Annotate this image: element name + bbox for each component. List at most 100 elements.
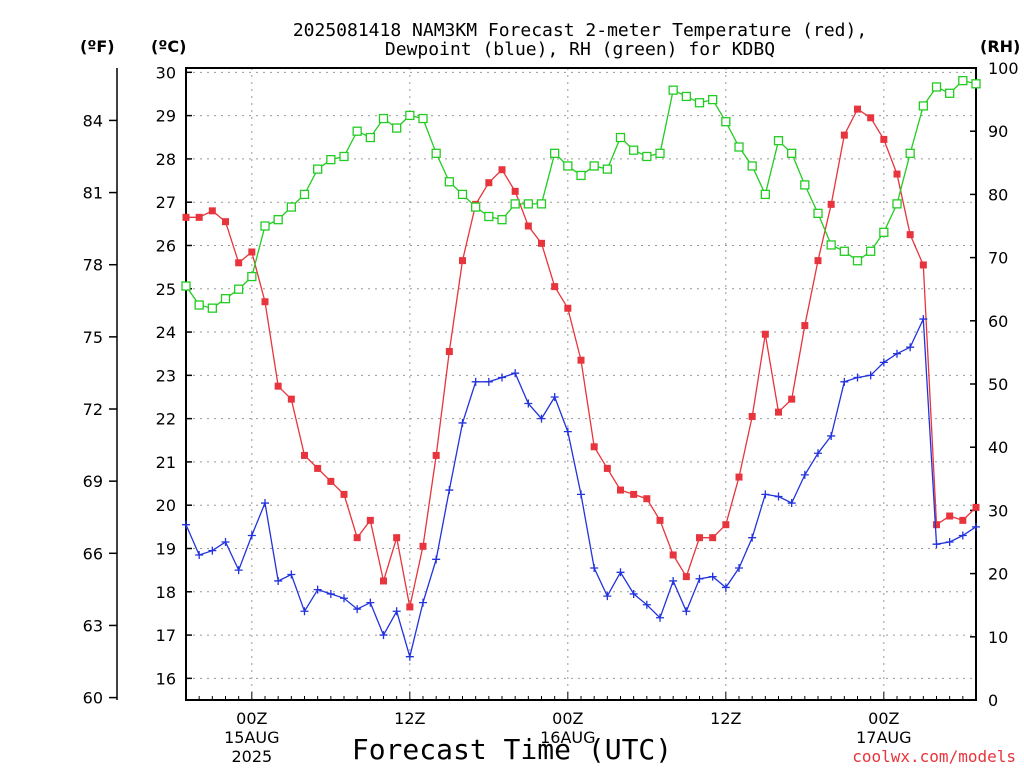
temperature-point bbox=[393, 534, 401, 542]
rh-point bbox=[234, 284, 244, 294]
dewpoint-point bbox=[405, 652, 414, 661]
temperature-point bbox=[814, 257, 822, 265]
dewpoint-point bbox=[340, 594, 348, 603]
dewpoint-point bbox=[603, 592, 612, 601]
rh-tick-label: 90 bbox=[988, 122, 1008, 141]
celsius-axis: 16 17 18 19 20 21 22 23 24 25 26 27 28 29 30 bbox=[156, 63, 192, 688]
dewpoint-point bbox=[787, 499, 796, 508]
dewpoint-point bbox=[814, 449, 822, 458]
celsius-tick-label: 26 bbox=[156, 236, 176, 255]
dewpoint-point bbox=[366, 598, 375, 607]
temperature-point bbox=[709, 534, 717, 542]
rh-tick-label: 40 bbox=[988, 438, 1008, 457]
temperature-point bbox=[656, 516, 664, 524]
temperature-point bbox=[761, 330, 769, 338]
date-tick-label: 17AUG bbox=[856, 728, 911, 747]
dewpoint-point bbox=[195, 550, 204, 559]
temperature-point bbox=[854, 105, 861, 113]
dewpoint-point bbox=[590, 563, 599, 572]
dewpoint-point bbox=[484, 377, 493, 386]
fahrenheit-tick-label: 66 bbox=[83, 544, 103, 563]
date-tick-label: 15AUG bbox=[224, 728, 279, 747]
rh-point bbox=[457, 189, 468, 200]
dewpoint-point bbox=[274, 576, 283, 585]
rh-tick-label: 100 bbox=[988, 59, 1019, 78]
dewpoint-point bbox=[827, 431, 836, 440]
dewpoint-point bbox=[550, 392, 559, 401]
celsius-tick-label: 20 bbox=[156, 496, 176, 515]
dewpoint-point bbox=[432, 555, 441, 564]
dewpoint-point bbox=[221, 538, 230, 546]
rh-point bbox=[708, 94, 718, 105]
year-tick-label: 2025 bbox=[231, 747, 272, 766]
rh-tick-label: 30 bbox=[988, 501, 1008, 520]
temperature-point bbox=[182, 213, 190, 221]
temperature-point bbox=[498, 166, 506, 174]
dewpoint-point bbox=[313, 585, 322, 594]
celsius-tick-label: 29 bbox=[156, 107, 176, 126]
temperature-point bbox=[880, 135, 888, 143]
rh-tick-label: 80 bbox=[988, 185, 1008, 204]
dewpoint-point bbox=[261, 499, 269, 508]
grid-lines bbox=[186, 68, 976, 700]
temperature-point bbox=[840, 131, 848, 139]
rh-point bbox=[681, 91, 691, 102]
temperature-point bbox=[380, 577, 387, 585]
rh-point bbox=[405, 110, 415, 121]
rh-point bbox=[945, 88, 955, 98]
rh-point bbox=[879, 227, 889, 237]
dewpoint-point bbox=[748, 533, 757, 542]
fahrenheit-unit-label: (ºF) bbox=[80, 37, 115, 56]
dewpoint-point bbox=[419, 598, 427, 607]
rh-point bbox=[392, 123, 402, 133]
rh-point bbox=[668, 85, 678, 95]
rh-point bbox=[958, 75, 968, 86]
temperature-point bbox=[735, 473, 743, 481]
dewpoint-point bbox=[445, 486, 454, 495]
fahrenheit-tick-label: 72 bbox=[83, 400, 103, 419]
temperature-point bbox=[274, 382, 282, 390]
rh-point bbox=[378, 113, 389, 124]
fahrenheit-tick-label: 63 bbox=[83, 616, 103, 635]
time-tick-label: 00Z bbox=[868, 709, 899, 728]
temperature-point bbox=[485, 179, 493, 187]
dewpoint-point bbox=[379, 631, 388, 640]
celsius-tick-label: 21 bbox=[156, 453, 176, 472]
temperature-point bbox=[564, 304, 572, 312]
dewpoint-point bbox=[906, 343, 915, 352]
temperature-point bbox=[617, 486, 624, 494]
temperature-point bbox=[353, 534, 361, 542]
temperature-point bbox=[801, 322, 809, 330]
dewpoint-point bbox=[537, 414, 546, 423]
temperature-point bbox=[287, 395, 295, 403]
dewpoint-point bbox=[879, 358, 888, 367]
rh-point bbox=[866, 246, 876, 256]
dewpoint-point bbox=[708, 572, 717, 581]
temperature-point bbox=[524, 222, 532, 230]
temperature-point bbox=[340, 490, 348, 498]
celsius-tick-label: 22 bbox=[156, 410, 176, 429]
rh-point bbox=[839, 246, 849, 256]
temperature-point bbox=[946, 512, 954, 520]
temperature-point bbox=[919, 261, 927, 269]
dewpoint-point bbox=[656, 613, 664, 622]
dewpoint-point bbox=[932, 540, 941, 549]
temperature-point bbox=[893, 170, 901, 178]
rh-point bbox=[484, 211, 494, 222]
rh-tick-label: 0 bbox=[988, 691, 998, 710]
rh-tick-label: 60 bbox=[988, 312, 1008, 331]
dewpoint-point bbox=[563, 427, 572, 436]
dewpoint-point bbox=[642, 600, 651, 609]
rh-point bbox=[931, 82, 942, 92]
temperature-point bbox=[682, 573, 690, 581]
dewpoint-point bbox=[958, 531, 967, 540]
rh-point bbox=[629, 145, 639, 155]
rh-point bbox=[589, 161, 599, 171]
rh-point bbox=[431, 148, 441, 158]
x-axis-label: Forecast Time (UTC) bbox=[352, 733, 672, 766]
rh-point bbox=[826, 240, 836, 250]
dewpoint-point bbox=[511, 369, 520, 378]
rh-point bbox=[418, 113, 428, 124]
dewpoint-point bbox=[695, 574, 704, 583]
